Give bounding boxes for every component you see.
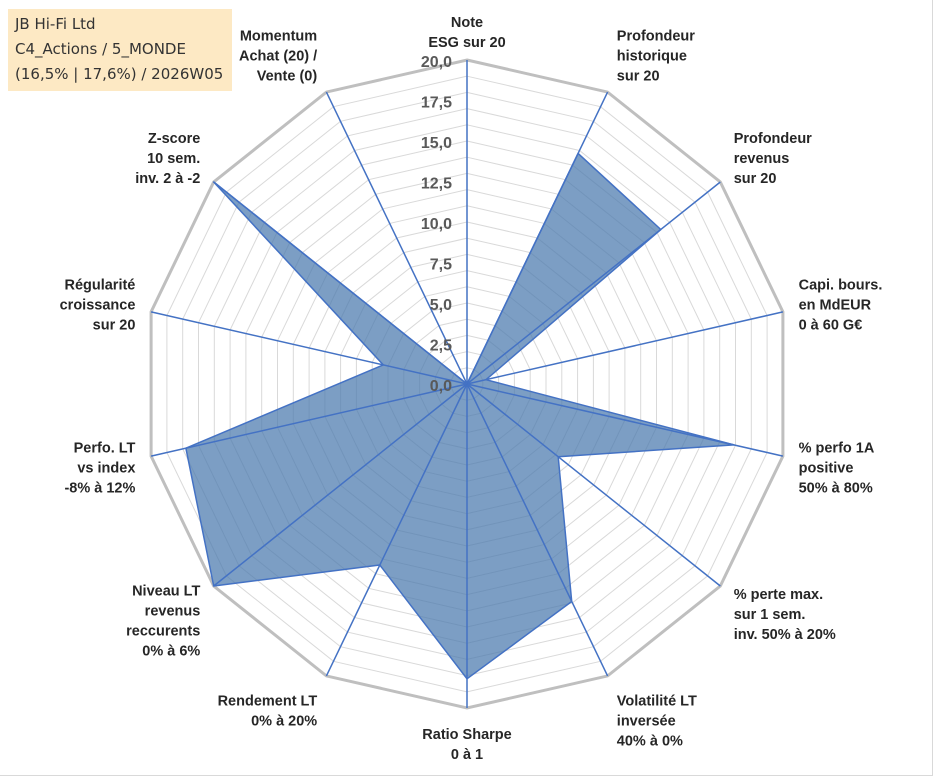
axis-spoke — [150, 383, 468, 457]
category-label-line: 0 à 60 G€ — [799, 318, 863, 334]
category-label-line: Capi. bours. — [799, 278, 883, 294]
category-label-line: Profondeur — [734, 131, 812, 147]
category-label-line: reccurents — [126, 623, 200, 639]
category-label: Note ESG sur 20 — [428, 15, 505, 51]
category-label-line: Perfo. LT — [74, 440, 136, 456]
category-label-line: inversée — [617, 714, 676, 730]
tick-label: 10,0 — [421, 216, 452, 233]
category-label-line: sur 20 — [617, 68, 660, 84]
tick-label: 2,5 — [430, 338, 452, 355]
axis-spoke — [466, 383, 721, 587]
category-label-line: Niveau LT — [132, 583, 200, 599]
category-label: Profondeur historique sur 20 — [617, 28, 695, 84]
category-label-line: croissance — [60, 298, 136, 314]
category-label-line: 10 sem. — [147, 151, 200, 167]
category-label: % perte max. sur 1 sem. inv. 50% à 20% — [734, 587, 836, 643]
category-label-line: % perfo 1A — [799, 440, 875, 456]
category-label-line: Rendement LT — [218, 694, 318, 710]
category-label: Ratio Sharpe 0 à 1 — [422, 727, 511, 763]
axis-spoke — [466, 383, 784, 457]
category-label-line: -8% à 12% — [64, 480, 135, 496]
category-label: Z-score 10 sem. inv. 2 à -2 — [135, 131, 200, 187]
tick-label: 17,5 — [421, 95, 452, 112]
category-label: Momentum Achat (20) / Vente (0) — [239, 28, 317, 84]
category-label-line: inv. 50% à 20% — [734, 627, 836, 643]
header-info-box: JB Hi-Fi Ltd C4_Actions / 5_MONDE (16,5%… — [8, 9, 232, 91]
category-label-line: Ratio Sharpe — [422, 727, 511, 743]
category-label-line: revenus — [734, 151, 790, 167]
axis-spoke — [150, 311, 468, 385]
category-label: Régularité croissance sur 20 — [60, 278, 136, 334]
category-label: Volatilité LT inversée 40% à 0% — [617, 694, 697, 750]
category-label-line: sur 1 sem. — [734, 607, 806, 623]
period-label: (16,5% | 17,6%) / 2026W05 — [15, 65, 224, 83]
category-label-line: positive — [799, 460, 854, 476]
tick-label: 5,0 — [430, 297, 452, 314]
category-label-line: Profondeur — [617, 28, 695, 44]
category-label: Rendement LT 0% à 20% — [218, 694, 318, 730]
tick-label: 15,0 — [421, 135, 452, 152]
tick-label-layer: 0,0 2,5 5,0 7,5 10,0 12,5 15,0 17,5 20,0 — [421, 54, 452, 395]
tick-label: 20,0 — [421, 54, 452, 71]
category-label-line: Z-score — [148, 131, 200, 147]
axis-spoke — [466, 91, 609, 385]
category-label-line: % perte max. — [734, 587, 823, 603]
category-label-layer: Note ESG sur 20 Profondeur historique sur 20… — [60, 15, 883, 763]
tick-label: 0,0 — [430, 378, 452, 395]
category-label-line: 40% à 0% — [617, 734, 683, 750]
category-label: Profondeur revenus sur 20 — [734, 131, 812, 187]
category-label-line: ESG sur 20 — [428, 35, 505, 51]
category-label-line: 0% à 6% — [142, 643, 200, 659]
axis-spoke — [213, 383, 468, 587]
spoke-layer — [150, 60, 784, 708]
tick-label: 7,5 — [430, 257, 452, 274]
category-label-line: vs index — [77, 460, 135, 476]
category-label-line: sur 20 — [93, 318, 136, 334]
category-label-line: sur 20 — [734, 171, 777, 187]
company-name: JB Hi-Fi Ltd — [15, 15, 96, 33]
category-label-line: Momentum — [240, 28, 317, 44]
category-label-line: historique — [617, 48, 687, 64]
category-label-line: en MdEUR — [799, 298, 872, 314]
axis-spoke — [213, 181, 468, 385]
category-label-line: Note — [451, 15, 483, 31]
classification-label: C4_Actions / 5_MONDE — [15, 40, 186, 58]
category-label-line: inv. 2 à -2 — [135, 171, 200, 187]
axis-spoke — [466, 383, 609, 677]
category-label-line: 50% à 80% — [799, 480, 873, 496]
category-label: Perfo. LT vs index -8% à 12% — [64, 440, 135, 496]
category-label: Niveau LT revenus reccurents 0% à 6% — [126, 583, 200, 659]
axis-spoke — [325, 91, 468, 385]
tick-label: 12,5 — [421, 176, 452, 193]
category-label-line: Vente (0) — [257, 68, 318, 84]
category-label-line: Régularité — [64, 278, 135, 294]
axis-spoke — [466, 311, 784, 385]
category-label-line: revenus — [145, 603, 201, 619]
category-label-line: 0 à 1 — [451, 747, 483, 763]
category-label-line: Achat (20) / — [239, 48, 317, 64]
series-area — [185, 152, 735, 680]
category-label: Capi. bours. en MdEUR 0 à 60 G€ — [799, 278, 883, 334]
axis-spoke — [466, 181, 721, 385]
axis-spoke — [325, 383, 468, 677]
category-label: % perfo 1A positive 50% à 80% — [799, 440, 875, 496]
category-label-line: 0% à 20% — [251, 714, 317, 730]
category-label-line: Volatilité LT — [617, 694, 697, 710]
